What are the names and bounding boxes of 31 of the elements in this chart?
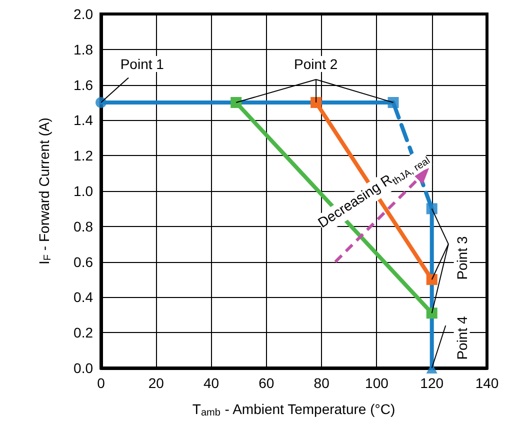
y-tick-label: 0.8 bbox=[74, 218, 94, 234]
y-axis-title: IF - Forward Current (A) bbox=[36, 118, 54, 264]
point bbox=[388, 97, 399, 108]
x-tick-label: 0 bbox=[97, 375, 106, 391]
y-tick-label: 1.2 bbox=[74, 148, 94, 164]
point bbox=[230, 97, 242, 108]
x-tick-label: 60 bbox=[258, 375, 274, 391]
x-tick-label: 20 bbox=[148, 375, 164, 391]
point bbox=[96, 97, 106, 108]
point bbox=[310, 97, 322, 108]
y-tick-label: 2.0 bbox=[74, 6, 94, 22]
annotation: Point 4 bbox=[454, 316, 470, 360]
x-tick-label: 100 bbox=[365, 375, 389, 391]
annotation: Point 2 bbox=[294, 56, 338, 72]
y-tick-label: 0.2 bbox=[74, 324, 94, 341]
point bbox=[426, 203, 438, 214]
y-tick-label: 1.8 bbox=[74, 41, 94, 58]
x-tick-label: 80 bbox=[314, 375, 330, 391]
annotation: Point 1 bbox=[120, 56, 164, 72]
y-tick-label: 1.6 bbox=[74, 76, 94, 93]
point bbox=[426, 274, 438, 285]
y-tick-label: 0.0 bbox=[74, 360, 94, 376]
y-tick-label: 1.4 bbox=[74, 112, 94, 128]
y-tick-label: 0.4 bbox=[74, 289, 94, 306]
y-tick-label: 1.0 bbox=[74, 183, 94, 199]
annotation: Point 3 bbox=[454, 236, 470, 280]
x-tick-label: 120 bbox=[420, 375, 444, 391]
x-tick-label: 140 bbox=[475, 375, 499, 391]
x-tick-label: 40 bbox=[203, 375, 220, 391]
point bbox=[426, 308, 438, 319]
y-tick-label: 0.6 bbox=[74, 254, 94, 270]
